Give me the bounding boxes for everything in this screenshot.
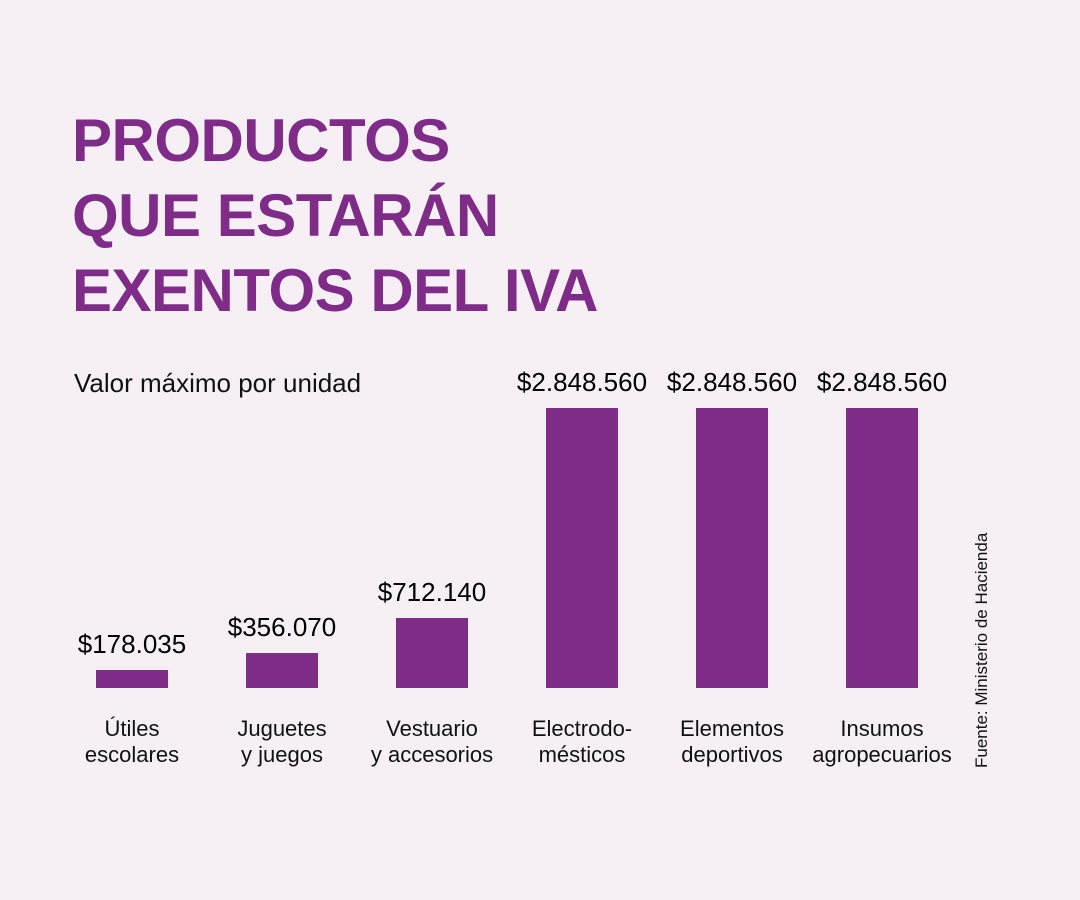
bar-category-label: Vestuario y accesorios: [370, 716, 494, 767]
page-title-line-3: EXENTOS DEL IVA: [72, 257, 598, 324]
bar-value-label: $356.070: [227, 612, 337, 642]
bar: [96, 670, 168, 688]
page-title: PRODUCTOS QUE ESTARÁN EXENTOS DEL IVA: [72, 103, 598, 328]
bar: [696, 408, 768, 688]
bar-column: $356.070 Juguetes y juegos: [207, 612, 357, 768]
bar-category-label: Juguetes y juegos: [237, 716, 327, 767]
bar: [546, 408, 618, 688]
page-title-line-2: QUE ESTARÁN: [72, 182, 499, 249]
bar-value-label: $2.848.560: [816, 367, 948, 397]
bar-category-label: Elementos deportivos: [680, 716, 784, 767]
page-title-line-1: PRODUCTOS: [72, 107, 450, 174]
bar: [246, 653, 318, 688]
bar-column: $178.035 Útiles escolares: [57, 629, 207, 768]
bar-value-label: $2.848.560: [516, 367, 648, 397]
bar: [846, 408, 918, 688]
bar-column: $712.140 Vestuario y accesorios: [357, 577, 507, 768]
bar: [396, 618, 468, 688]
bar-value-label: $712.140: [377, 577, 487, 607]
bar-category-label: Electrodo-mésticos: [531, 716, 633, 767]
bar-column: $2.848.560 Insumos agropecuarios: [807, 367, 957, 768]
bar-value-label: $2.848.560: [666, 367, 798, 397]
chart-subtitle: Valor máximo por unidad: [74, 368, 362, 398]
bar-column: $2.848.560 Elementos deportivos: [657, 367, 807, 768]
bar-category-label: Insumos agropecuarios: [812, 716, 952, 767]
bar-value-label: $178.035: [77, 629, 187, 659]
source-attribution: Fuente: Ministerio de Hacienda: [972, 532, 991, 768]
bar-category-label: Útiles escolares: [84, 716, 180, 767]
bar-chart: $178.035 Útiles escolares $356.070 Juguetes y…: [57, 367, 957, 768]
bar-column: $2.848.560 Electrodo-mésticos: [507, 367, 657, 768]
